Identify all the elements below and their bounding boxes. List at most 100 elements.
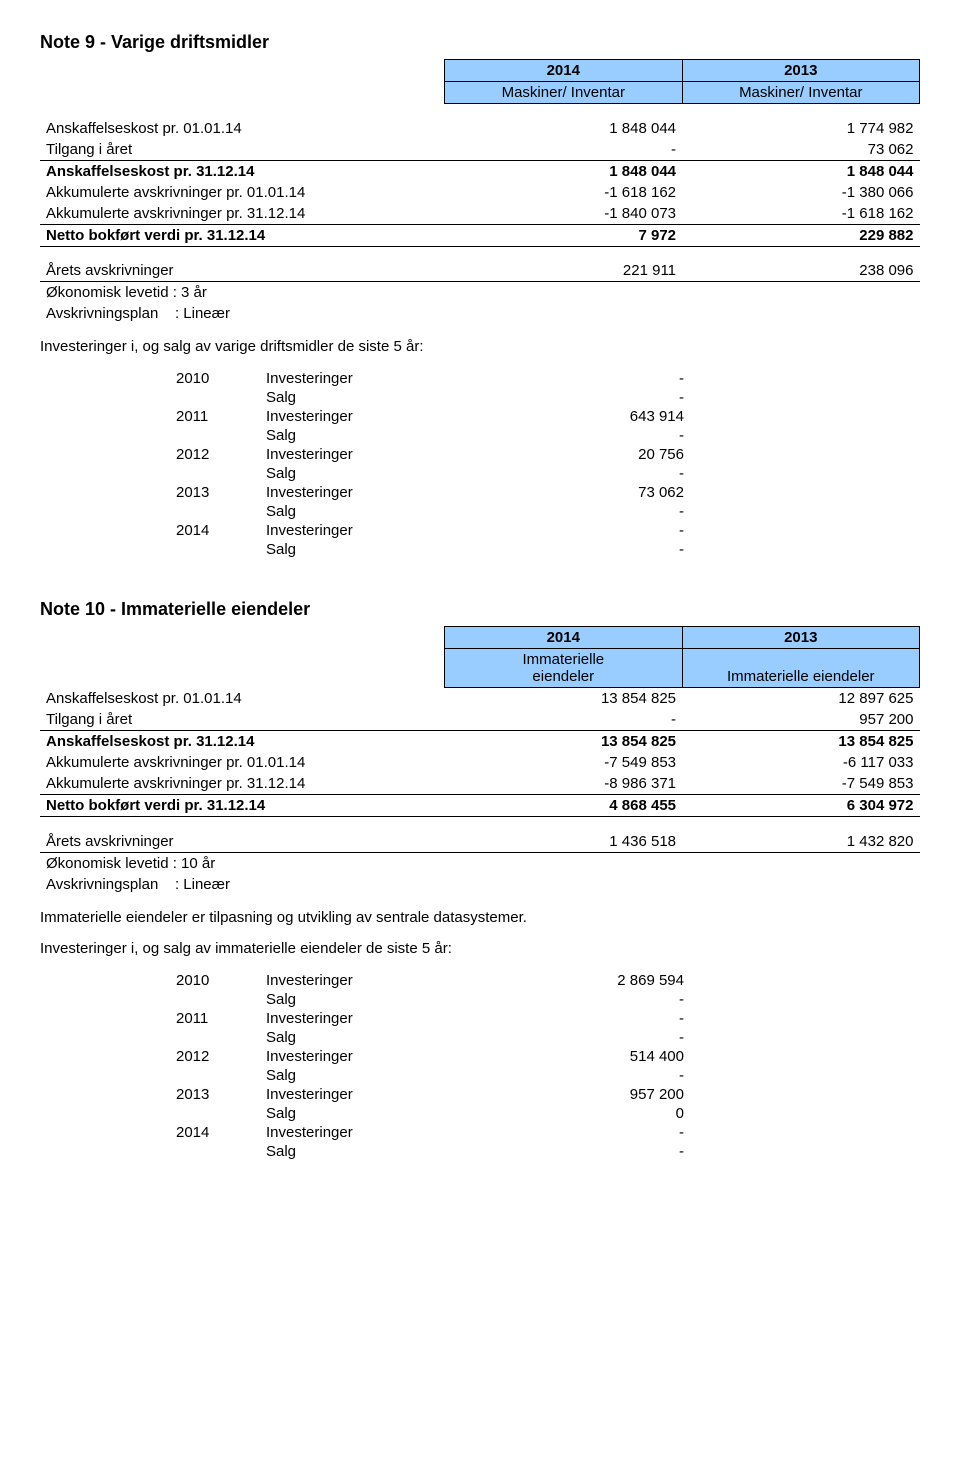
invest-value: -	[500, 1028, 690, 1047]
note10-col2-header: Immaterielle eiendeler	[682, 649, 919, 688]
invest-value: -	[500, 502, 690, 521]
invest-year: 2014	[170, 1123, 260, 1142]
row-value: -8 986 371	[445, 773, 682, 795]
invest-row: Salg-	[170, 1142, 690, 1161]
invest-year: 2010	[170, 971, 260, 990]
invest-kind: Salg	[260, 1066, 500, 1085]
invest-kind: Salg	[260, 464, 500, 483]
economic-life: Økonomisk levetid : 10 år	[40, 852, 920, 874]
invest-value: -	[500, 369, 690, 388]
table-row: Netto bokført verdi pr. 31.12.14 7 972 2…	[40, 224, 920, 246]
table-row: Anskaffelseskost pr. 31.12.14 1 848 044 …	[40, 160, 920, 182]
invest-year	[170, 388, 260, 407]
note9-year-2014: 2014	[445, 60, 682, 82]
row-value: 1 774 982	[682, 118, 919, 139]
invest-year	[170, 540, 260, 559]
table-row: Akkumulerte avskrivninger pr. 31.12.14 -…	[40, 203, 920, 225]
note9-title: Note 9 - Varige driftsmidler	[40, 32, 920, 53]
invest-year: 2014	[170, 521, 260, 540]
row-value: 73 062	[682, 139, 919, 161]
invest-row: Salg-	[170, 388, 690, 407]
row-label: Netto bokført verdi pr. 31.12.14	[40, 795, 445, 817]
row-value: 1 848 044	[445, 160, 682, 182]
invest-value: 73 062	[500, 483, 690, 502]
invest-value: -	[500, 540, 690, 559]
invest-year	[170, 1066, 260, 1085]
row-value: -1 618 162	[682, 203, 919, 225]
note9-invest-table: 2010Investeringer-Salg-2011Investeringer…	[170, 369, 690, 559]
invest-kind: Salg	[260, 1142, 500, 1161]
table-row: Netto bokført verdi pr. 31.12.14 4 868 4…	[40, 795, 920, 817]
note10-title: Note 10 - Immaterielle eiendeler	[40, 599, 920, 620]
row-value: 12 897 625	[682, 688, 919, 710]
invest-value: 957 200	[500, 1085, 690, 1104]
invest-value: -	[500, 521, 690, 540]
row-value: 4 868 455	[445, 795, 682, 817]
row-value: 1 432 820	[682, 831, 919, 853]
row-value: -1 380 066	[682, 182, 919, 203]
row-value: -7 549 853	[445, 752, 682, 773]
economic-life: Økonomisk levetid : 3 år	[40, 282, 920, 304]
row-value: -6 117 033	[682, 752, 919, 773]
invest-kind: Investeringer	[260, 521, 500, 540]
row-value: 229 882	[682, 224, 919, 246]
invest-row: Salg-	[170, 1028, 690, 1047]
invest-row: Salg-	[170, 540, 690, 559]
row-value: 13 854 825	[445, 731, 682, 753]
invest-kind: Salg	[260, 1104, 500, 1123]
invest-kind: Investeringer	[260, 1047, 500, 1066]
invest-value: -	[500, 990, 690, 1009]
invest-year: 2013	[170, 1085, 260, 1104]
invest-value: -	[500, 388, 690, 407]
row-value: 1 436 518	[445, 831, 682, 853]
invest-kind: Investeringer	[260, 1009, 500, 1028]
row-value: -	[445, 709, 682, 731]
row-value: 1 848 044	[682, 160, 919, 182]
table-row: Økonomisk levetid : 3 år	[40, 282, 920, 304]
row-label: Anskaffelseskost pr. 01.01.14	[40, 118, 445, 139]
invest-row: 2012Investeringer20 756	[170, 445, 690, 464]
invest-year	[170, 1142, 260, 1161]
invest-value: 0	[500, 1104, 690, 1123]
invest-row: Salg-	[170, 1066, 690, 1085]
row-label: Akkumulerte avskrivninger pr. 01.01.14	[40, 182, 445, 203]
table-row: Akkumulerte avskrivninger pr. 01.01.14 -…	[40, 752, 920, 773]
invest-kind: Investeringer	[260, 445, 500, 464]
invest-row: 2013Investeringer957 200	[170, 1085, 690, 1104]
row-value: 957 200	[682, 709, 919, 731]
row-value: 1 848 044	[445, 118, 682, 139]
invest-year: 2010	[170, 369, 260, 388]
row-value: -	[445, 139, 682, 161]
invest-value: -	[500, 1066, 690, 1085]
row-label: Akkumulerte avskrivninger pr. 01.01.14	[40, 752, 445, 773]
row-value: -7 549 853	[682, 773, 919, 795]
note9-col2-header: Maskiner/ Inventar	[682, 82, 919, 104]
invest-year	[170, 1104, 260, 1123]
row-value: -1 840 073	[445, 203, 682, 225]
row-label: Anskaffelseskost pr. 31.12.14	[40, 160, 445, 182]
invest-kind: Salg	[260, 1028, 500, 1047]
row-label: Anskaffelseskost pr. 01.01.14	[40, 688, 445, 710]
invest-kind: Salg	[260, 540, 500, 559]
row-value: 7 972	[445, 224, 682, 246]
table-row: Anskaffelseskost pr. 01.01.14 13 854 825…	[40, 688, 920, 710]
invest-kind: Investeringer	[260, 407, 500, 426]
note10-col1-header: Immaterielle eiendeler	[445, 649, 682, 688]
depreciation-plan: Avskrivningsplan : Lineær	[40, 303, 920, 324]
invest-kind: Investeringer	[260, 1085, 500, 1104]
note10-year-2014: 2014	[445, 627, 682, 649]
table-row: Avskrivningsplan : Lineær	[40, 303, 920, 324]
invest-year	[170, 1028, 260, 1047]
invest-value: -	[500, 1142, 690, 1161]
table-row: Akkumulerte avskrivninger pr. 01.01.14 -…	[40, 182, 920, 203]
note10-description: Immaterielle eiendeler er tilpasning og …	[40, 909, 920, 926]
row-label: Årets avskrivninger	[40, 831, 445, 853]
invest-row: 2010Investeringer2 869 594	[170, 971, 690, 990]
row-value: 6 304 972	[682, 795, 919, 817]
depreciation-plan: Avskrivningsplan : Lineær	[40, 874, 920, 895]
invest-year: 2012	[170, 1047, 260, 1066]
invest-year	[170, 426, 260, 445]
invest-value: -	[500, 464, 690, 483]
invest-row: 2010Investeringer-	[170, 369, 690, 388]
row-label: Årets avskrivninger	[40, 260, 445, 282]
